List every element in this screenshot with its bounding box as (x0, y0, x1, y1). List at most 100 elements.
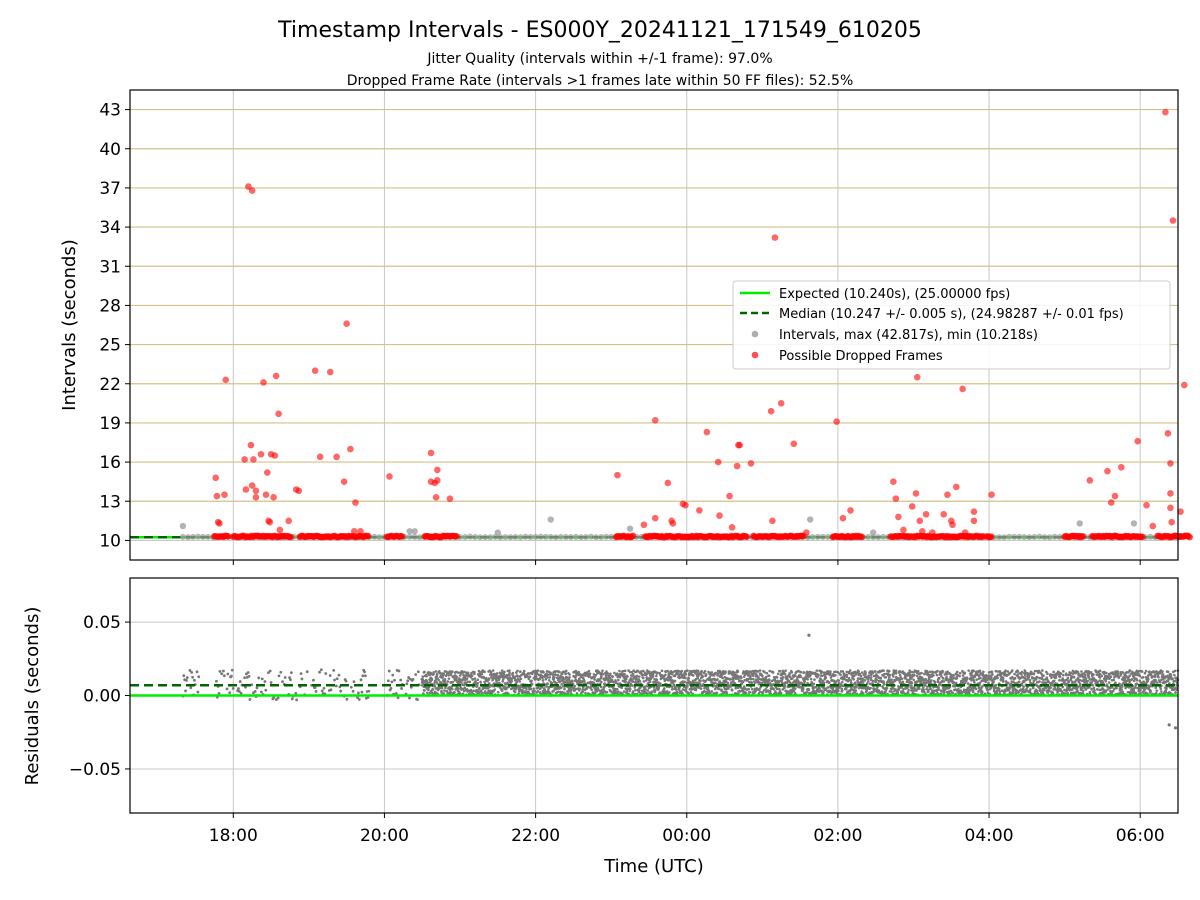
residual-point (767, 674, 771, 678)
residual-point (518, 680, 522, 683)
dropped-frame-point (747, 460, 755, 467)
residual-point (396, 696, 400, 700)
interval-point (547, 516, 554, 523)
dropped-frame-point (1180, 381, 1188, 389)
residual-point (810, 691, 813, 694)
residual-point (1130, 678, 1134, 681)
residual-point (405, 682, 409, 686)
residual-point (941, 677, 945, 680)
residual-point (1106, 688, 1109, 691)
residual-point (808, 674, 812, 678)
residual-point (1105, 671, 1108, 675)
residual-point (1080, 687, 1084, 690)
residual-point (1169, 691, 1172, 695)
residual-point (1138, 674, 1142, 678)
dropped-frame-point (988, 491, 995, 499)
residual-point (473, 677, 477, 680)
residual-point (587, 685, 590, 689)
residual-point (1022, 685, 1025, 688)
residual-point (677, 688, 681, 691)
residual-point (367, 689, 371, 693)
residual-point (686, 685, 689, 688)
residual-point (871, 671, 875, 675)
residual-point (908, 671, 912, 675)
residual-point (1098, 672, 1102, 676)
residual-point (867, 680, 870, 683)
residual-point (861, 692, 865, 695)
interval-point (179, 522, 187, 530)
residual-point (546, 682, 549, 685)
interval-point (824, 533, 831, 540)
dropped-frame-point (272, 372, 280, 380)
residual-point (951, 691, 955, 695)
dropped-frame-point (970, 508, 978, 515)
residual-point (793, 687, 797, 690)
residual-point (1004, 680, 1008, 683)
residual-point (618, 669, 621, 673)
legend-entry-label: Median (10.247 +/- 0.005 s), (24.98287 +… (779, 307, 1124, 322)
residual-point (462, 670, 466, 674)
residual-point (653, 689, 657, 693)
residual-point (618, 675, 622, 679)
residual-point (742, 675, 746, 678)
dropped-frame-point (357, 527, 364, 535)
residual-point (624, 680, 628, 683)
residual-point (466, 680, 469, 684)
residual-point (423, 689, 426, 692)
residual-point (603, 682, 607, 685)
residual-point (427, 685, 431, 689)
residual-point (820, 670, 824, 674)
dropped-frame-point (913, 373, 921, 381)
y-tick-label: 40 (99, 140, 121, 160)
residual-point (390, 680, 394, 684)
residual-point (1143, 671, 1147, 675)
residual-point (973, 680, 976, 684)
residual-point (916, 669, 920, 673)
dropped-frame-point (777, 400, 785, 407)
residual-point (1167, 677, 1171, 681)
residual-point (1080, 670, 1083, 673)
residual-point (635, 676, 638, 680)
residual-point (829, 671, 832, 675)
residual-point (863, 678, 867, 682)
dropped-frame-point (714, 458, 722, 466)
residual-point (963, 681, 967, 684)
residual-point (747, 672, 751, 676)
residual-point (1161, 670, 1164, 673)
residual-point (225, 687, 229, 691)
dropped-frame-point (453, 532, 460, 540)
residual-point (460, 681, 463, 684)
residual-point (1076, 689, 1079, 693)
dropped-frame-point (953, 483, 960, 491)
residual-point (727, 687, 730, 690)
residual-point (1077, 681, 1081, 684)
residual-point (1110, 686, 1114, 689)
residual-point (190, 670, 194, 674)
y-tick-label: 43 (99, 101, 121, 121)
residual-point (784, 669, 787, 672)
residual-point (1015, 689, 1019, 692)
residual-point (1113, 687, 1116, 691)
residual-point (1071, 680, 1074, 683)
residual-point (538, 691, 542, 694)
residual-point (1154, 678, 1158, 682)
residual-point (869, 686, 872, 690)
interval-point (487, 534, 494, 541)
residual-point (538, 687, 542, 691)
residual-point (704, 673, 708, 676)
residual-point (814, 685, 817, 689)
residual-point (441, 676, 444, 679)
residual-point (979, 688, 983, 691)
residual-point (359, 678, 363, 682)
residual-point (508, 671, 511, 675)
residual-point (617, 678, 620, 682)
residual-point (949, 689, 953, 693)
residual-point (987, 681, 990, 685)
residual-point (636, 669, 640, 673)
residual-point (981, 672, 985, 676)
residual-point (959, 689, 963, 692)
residual-point (713, 678, 717, 682)
residual-point (476, 678, 480, 682)
residual-point (533, 689, 536, 693)
residual-point (741, 687, 744, 690)
